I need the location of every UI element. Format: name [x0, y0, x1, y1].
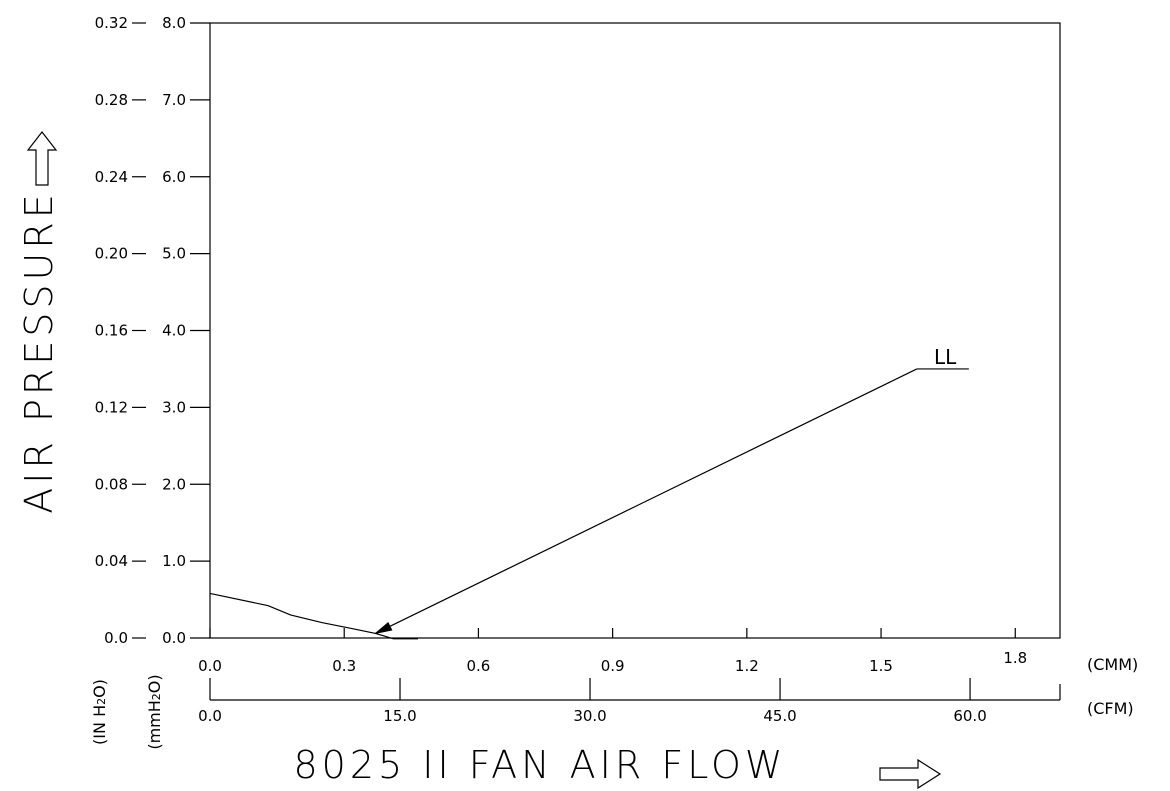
y-in-tick-label: 0.24: [95, 168, 128, 186]
series-layer: [209, 368, 969, 640]
cmm-unit-label: (CMM): [1087, 655, 1138, 674]
right-arrow-icon: [879, 758, 942, 790]
y-in-tick-label: 0.12: [95, 398, 128, 416]
y-axis-title: AIR PRESSURE: [17, 190, 61, 513]
labels-layer: AIR PRESSURE 8025 II FAN AIR FLOW (CMM) …: [17, 190, 1138, 787]
y-mm-tick-label: 7.0: [162, 91, 186, 109]
series-line-ll: [209, 592, 418, 640]
y-mm-tick-label: 0.0: [162, 629, 186, 647]
x-cfm-tick-label: 0.0: [198, 707, 222, 725]
series-label-ll: LL: [934, 345, 957, 369]
x-cmm-tick-label: 1.2: [735, 657, 759, 675]
y-in-tick-label: 0.04: [95, 552, 128, 570]
plot-frame: [209, 22, 1061, 639]
y-in-tick-label: 0.20: [95, 245, 128, 263]
x-cmm-tick-label: 1.8: [1003, 649, 1027, 667]
y-mm-tick-label: 5.0: [162, 245, 186, 263]
inh2o-unit-label: (IN H2O): [90, 679, 109, 745]
series-leader-line: [375, 368, 918, 634]
y-mm-tick-label: 6.0: [162, 168, 186, 186]
mmh2o-unit-label: (mmH2O): [145, 674, 164, 749]
series-arrowhead: [375, 622, 393, 634]
y-mm-tick-label: 8.0: [162, 14, 186, 32]
y-in-tick-label: 0.16: [95, 322, 128, 340]
y-mm-tick-label: 1.0: [162, 552, 186, 570]
x-cfm-tick-label: 45.0: [763, 707, 796, 725]
y-mm-tick-label: 4.0: [162, 322, 186, 340]
arrows-layer: [26, 131, 942, 790]
y-mm-tick-label: 2.0: [162, 475, 186, 493]
y-in-tick-label: 0.28: [95, 91, 128, 109]
x-cfm-tick-label: 60.0: [953, 707, 986, 725]
x-cmm-tick-label: 0.6: [466, 657, 490, 675]
x-axis-title: 8025 II FAN AIR FLOW: [294, 743, 787, 787]
y-in-tick-label: 0.0: [104, 629, 128, 647]
y-in-tick-label: 0.08: [95, 475, 128, 493]
x-cmm-tick-label: 1.5: [869, 657, 893, 675]
y-mm-tick-label: 3.0: [162, 398, 186, 416]
x-cfm-tick-label: 30.0: [573, 707, 606, 725]
x-cmm-tick-label: 0.0: [198, 657, 222, 675]
up-arrow-icon: [26, 131, 58, 186]
x-cmm-tick-label: 0.3: [332, 657, 356, 675]
axes-layer: 0.0 1.0 2.0 3.0 4.0 5.0 6.0 7.0 8.0 0.0 0.04 0.08 0.…: [95, 14, 1061, 725]
cfm-unit-label: (CFM): [1087, 699, 1134, 718]
x-cmm-tick-label: 0.9: [601, 657, 625, 675]
y-in-tick-label: 0.32: [95, 14, 128, 32]
x-cfm-tick-label: 15.0: [383, 707, 416, 725]
